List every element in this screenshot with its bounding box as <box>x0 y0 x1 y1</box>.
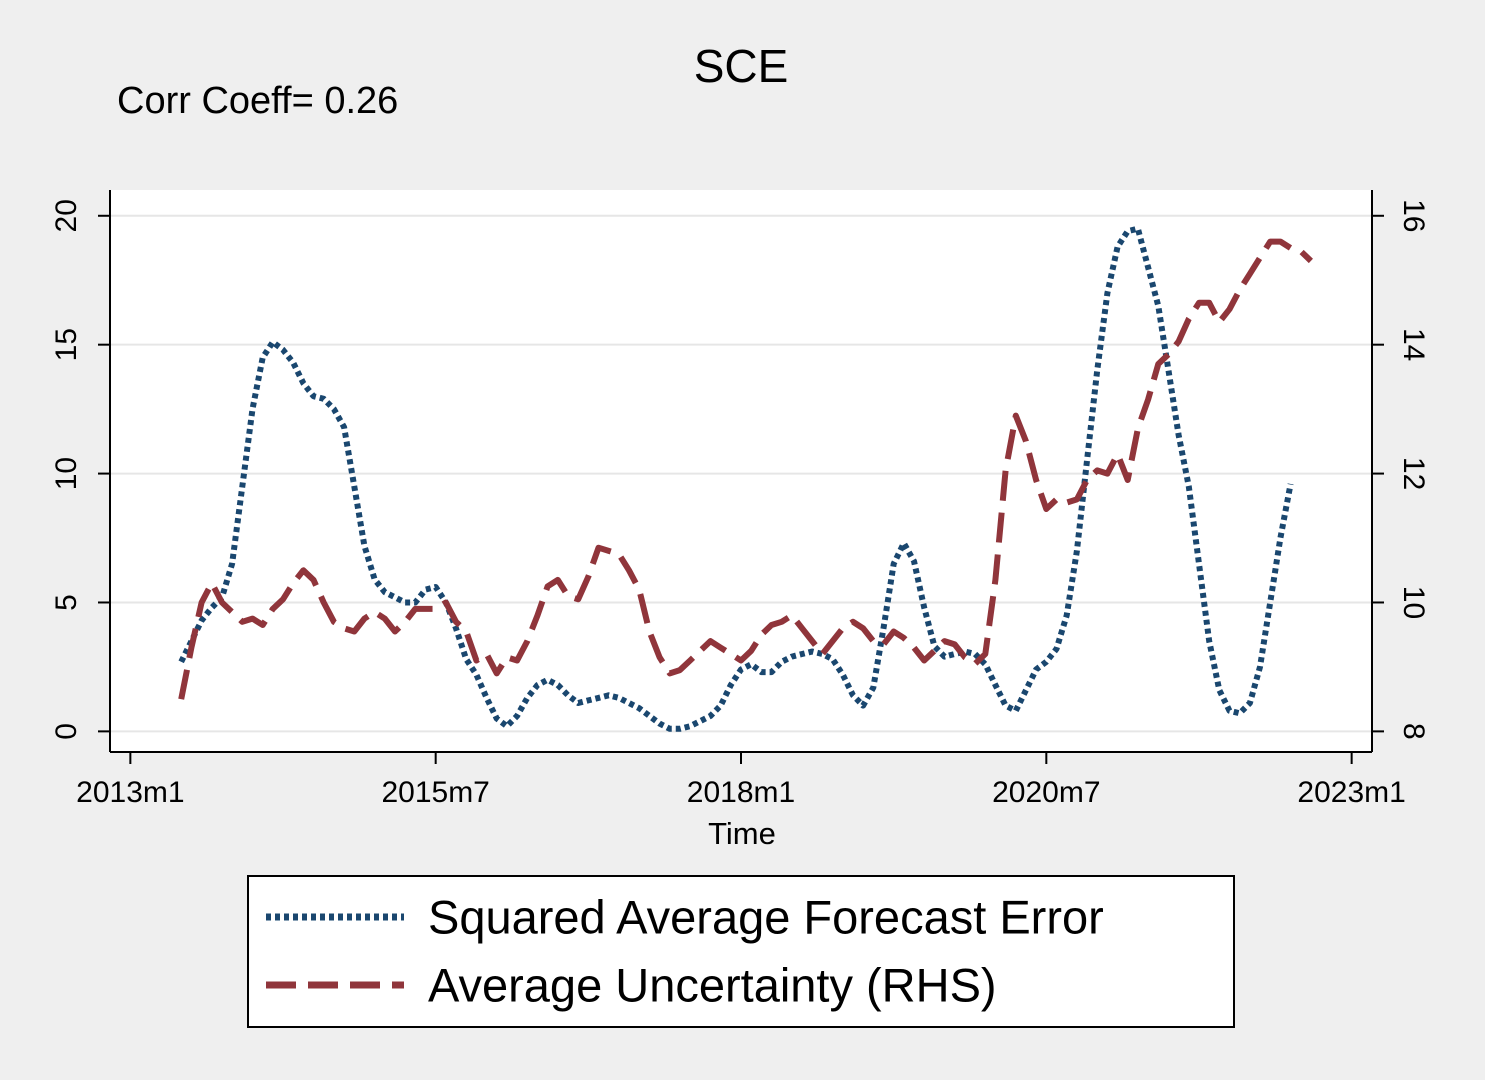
x-tick-label: 2013m1 <box>76 776 184 809</box>
legend <box>247 875 1235 1028</box>
series-line <box>178 225 1294 732</box>
y-tick-label: 20 <box>50 199 83 232</box>
y-tick-label: 15 <box>50 328 83 361</box>
x-tick-label: 2020m7 <box>992 776 1100 809</box>
chart-title: SCE <box>694 40 789 92</box>
y2-tick-label: 10 <box>1397 586 1430 619</box>
legend-label: Squared Average Forecast Error <box>428 890 1104 943</box>
x-tick-label: 2018m1 <box>687 776 795 809</box>
y2-tick-label: 16 <box>1397 199 1430 232</box>
x-tick-label: 2023m1 <box>1297 776 1405 809</box>
y2-tick-label: 12 <box>1397 457 1430 490</box>
y2-tick-label: 8 <box>1397 723 1430 740</box>
y-tick-label: 10 <box>50 457 83 490</box>
series-line <box>178 238 1313 700</box>
annotation: Corr Coeff= 0.26 <box>117 80 398 122</box>
x-axis-title: Time <box>708 816 776 851</box>
x-tick-label: 2015m7 <box>381 776 489 809</box>
legend-label: Average Uncertainty (RHS) <box>428 958 997 1011</box>
y-tick-label: 0 <box>50 723 83 740</box>
y-tick-label: 5 <box>50 594 83 611</box>
y2-tick-label: 14 <box>1397 328 1430 361</box>
